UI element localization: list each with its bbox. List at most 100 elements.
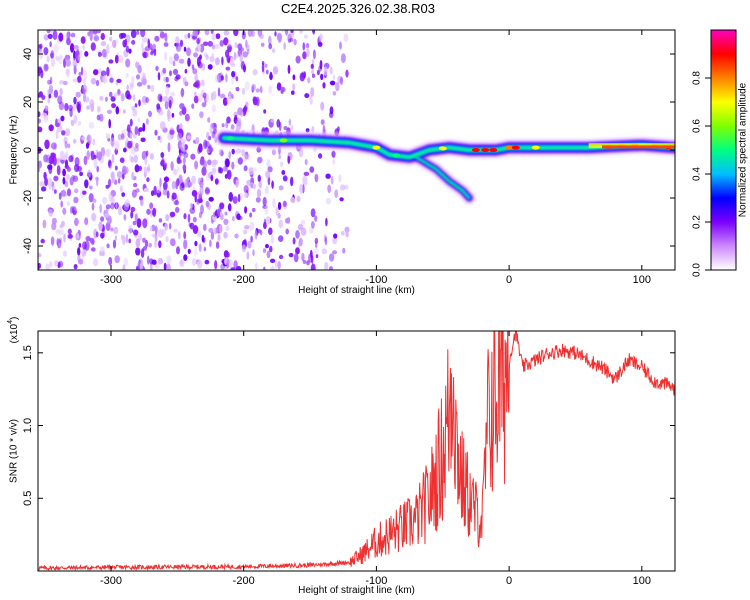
y-tick-label: 0 — [22, 147, 34, 153]
noise-blob — [172, 68, 179, 75]
snr-line — [38, 331, 675, 571]
noise-blob — [303, 171, 310, 176]
noise-blob — [152, 207, 157, 217]
noise-blob — [297, 224, 303, 231]
noise-blob — [262, 196, 267, 207]
noise-blob — [155, 65, 159, 72]
noise-blob — [157, 72, 161, 81]
noise-blob — [93, 35, 100, 42]
noise-blob — [38, 118, 41, 124]
noise-blob — [89, 185, 93, 190]
noise-blob — [64, 164, 70, 170]
noise-blob — [231, 148, 235, 155]
noise-blob — [166, 190, 170, 199]
noise-blob — [153, 185, 157, 196]
noise-blob — [204, 30, 210, 36]
noise-blob — [149, 225, 153, 231]
noise-blob — [59, 80, 65, 85]
noise-blob — [295, 247, 300, 255]
noise-blob — [295, 55, 301, 64]
noise-blob — [142, 237, 146, 243]
noise-blob — [67, 143, 71, 149]
noise-blob — [214, 57, 220, 66]
noise-blob — [344, 226, 350, 233]
noise-blob — [146, 50, 150, 59]
noise-blob — [73, 50, 76, 61]
noise-blob — [311, 69, 314, 75]
noise-blob — [211, 44, 216, 50]
noise-blob — [309, 95, 313, 105]
noise-blob — [318, 33, 323, 42]
noise-blob — [283, 42, 286, 50]
noise-blob — [207, 64, 213, 70]
noise-blob — [266, 250, 271, 259]
noise-blob — [45, 263, 50, 270]
noise-blob — [57, 95, 63, 105]
noise-blob — [122, 264, 126, 270]
noise-blob — [116, 78, 122, 83]
noise-blob — [112, 39, 116, 49]
noise-blob — [236, 117, 242, 127]
noise-blob — [98, 221, 103, 231]
noise-blob — [219, 202, 225, 210]
noise-blob — [95, 231, 99, 238]
noise-blob — [96, 151, 103, 161]
noise-blob — [242, 106, 247, 114]
noise-blob — [129, 83, 134, 90]
noise-blob — [201, 166, 207, 176]
noise-blob — [309, 166, 315, 173]
noise-blob — [230, 124, 235, 130]
noise-blob — [196, 38, 200, 45]
noise-blob — [223, 231, 228, 239]
noise-blob — [190, 153, 196, 160]
noise-blob — [162, 67, 167, 74]
noise-blob — [274, 31, 277, 37]
noise-blob — [212, 159, 218, 165]
noise-blob — [293, 253, 299, 263]
noise-blob — [50, 152, 57, 158]
noise-blob — [244, 225, 250, 230]
noise-blob — [271, 149, 276, 156]
noise-blob — [154, 263, 160, 269]
noise-blob — [72, 103, 77, 112]
noise-blob — [233, 30, 239, 37]
noise-blob — [302, 51, 307, 60]
noise-blob — [100, 232, 105, 239]
noise-blob — [123, 257, 128, 267]
noise-blob — [208, 146, 214, 153]
noise-blob — [140, 137, 146, 143]
noise-blob — [227, 44, 232, 53]
noise-blob — [164, 222, 169, 231]
noise-blob — [159, 121, 166, 130]
noise-blob — [168, 99, 172, 109]
noise-blob — [333, 233, 338, 239]
noise-blob — [181, 138, 186, 144]
noise-blob — [120, 32, 127, 39]
noise-blob — [145, 150, 149, 157]
noise-blob — [310, 263, 316, 270]
y-axis-label: SNR (10 * v/v) — [9, 419, 20, 483]
noise-blob — [123, 147, 127, 153]
noise-blob — [46, 30, 51, 34]
noise-blob — [137, 117, 141, 123]
noise-blob — [329, 66, 333, 75]
noise-blob — [62, 192, 67, 197]
noise-blob — [259, 181, 262, 190]
noise-blob — [146, 255, 150, 265]
noise-blob — [301, 252, 305, 262]
ridge-hotspot — [226, 136, 235, 141]
noise-blob — [340, 230, 345, 236]
noise-blob — [269, 258, 276, 263]
noise-blob — [90, 247, 96, 252]
y-tick-label: 40 — [22, 48, 34, 60]
noise-blob — [123, 201, 129, 211]
noise-blob — [180, 152, 184, 157]
noise-blob — [214, 260, 218, 270]
noise-blob — [144, 239, 149, 248]
noise-blob — [126, 84, 129, 90]
noise-blob — [130, 206, 136, 213]
noise-blob — [169, 70, 172, 77]
noise-blob — [78, 101, 82, 110]
noise-blob — [63, 233, 66, 243]
noise-blob — [251, 83, 256, 91]
